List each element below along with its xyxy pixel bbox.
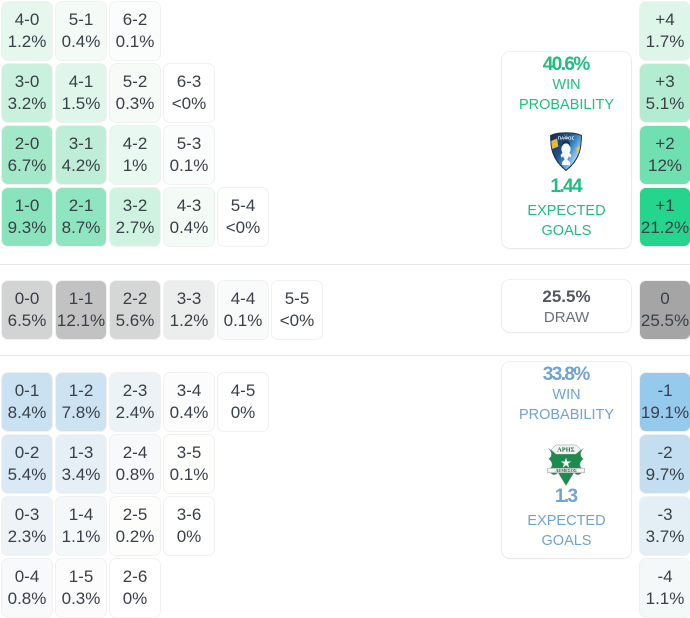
svg-text:ΠΑΦΟΣ: ΠΑΦΟΣ (558, 135, 575, 140)
svg-text:ΑΡΗΣ: ΑΡΗΣ (557, 448, 575, 454)
svg-text:ΛΕΜΕΣΟΣ: ΛΕΜΕΣΟΣ (555, 468, 576, 473)
